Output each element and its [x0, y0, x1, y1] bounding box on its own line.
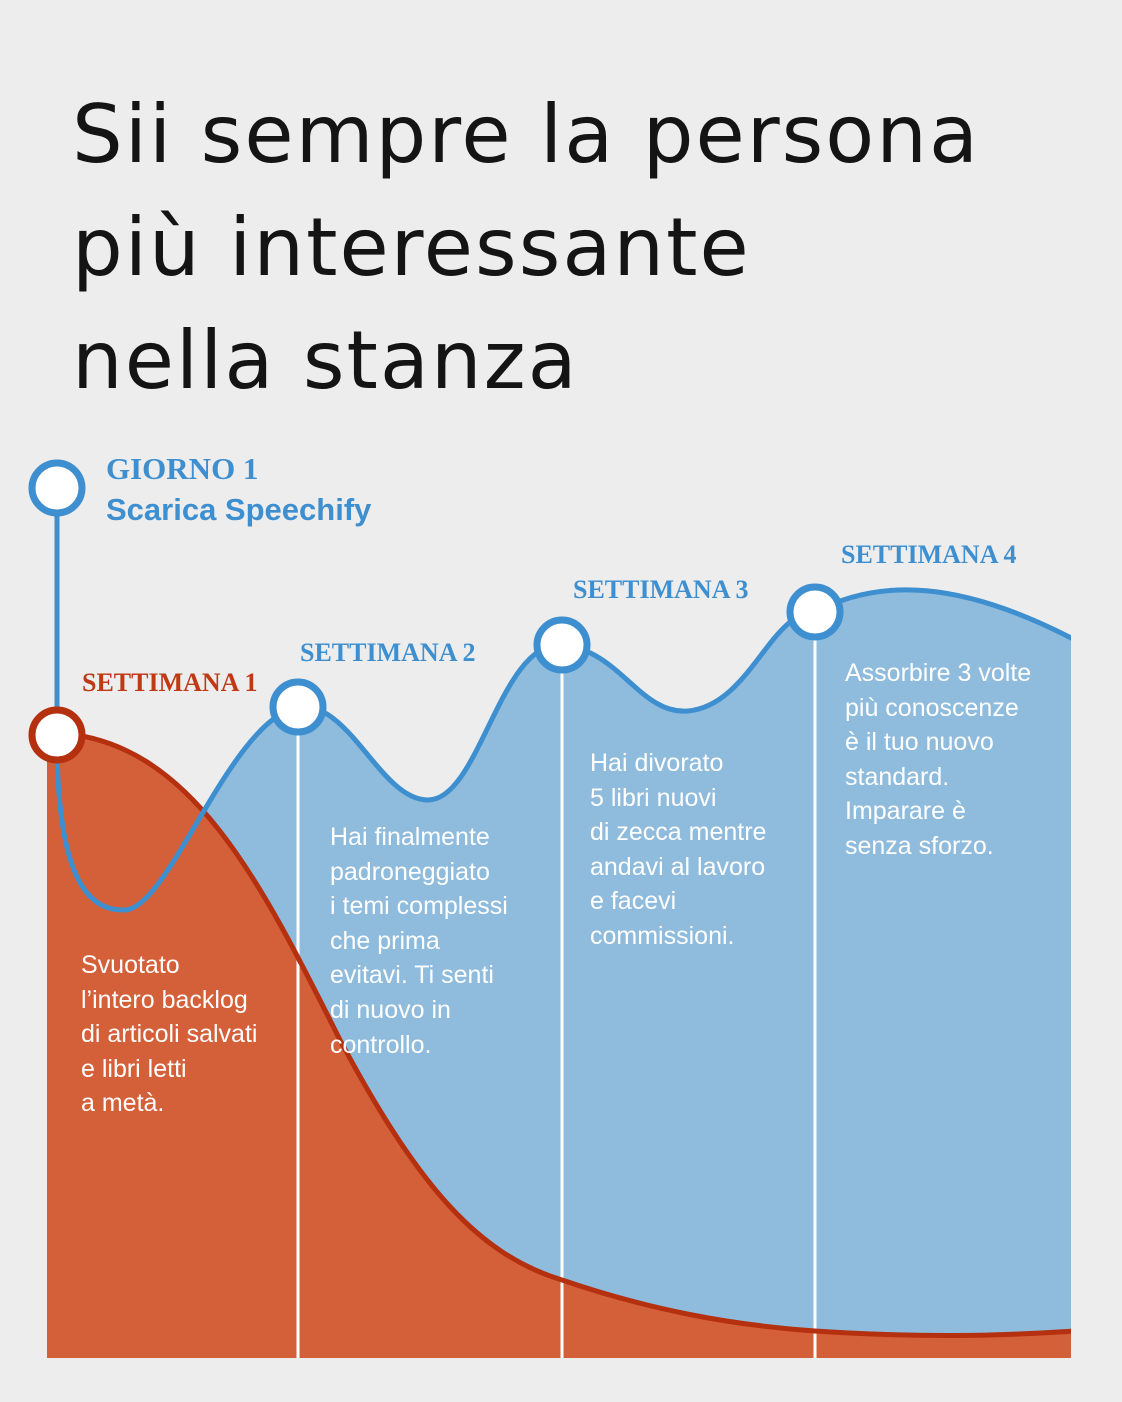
- page-title: Sii sempre la persona più interessante n…: [72, 78, 1092, 417]
- marker-day-1: [28, 459, 86, 517]
- text-week-4: Assorbire 3 volte più conoscenze è il tu…: [845, 659, 1032, 860]
- text-week-2: Hai finalmente padroneggiato i temi comp…: [330, 823, 508, 1059]
- label-week-2: SETTIMANA 2: [300, 638, 476, 667]
- red-curve: [56, 730, 1071, 1339]
- marker-week-2: [269, 678, 327, 736]
- label-week-1: SETTIMANA 1: [82, 668, 258, 697]
- title-line-1: Sii sempre la persona: [72, 88, 980, 181]
- label-week-3: SETTIMANA 3: [573, 575, 749, 604]
- text-week-1: Svuotato l’intero backlog di articoli sa…: [81, 951, 258, 1118]
- text-week-3: Hai divorato 5 libri nuovi di zecca ment…: [590, 749, 767, 950]
- subtitle-day-1: Scarica Speechify: [106, 492, 372, 527]
- title-line-3: nella stanza: [72, 314, 579, 407]
- marker-week-1: [28, 706, 86, 764]
- marker-week-4: [786, 583, 844, 641]
- red-area: [47, 733, 1071, 1358]
- label-day-1: GIORNO 1: [106, 451, 259, 486]
- label-week-4: SETTIMANA 4: [841, 540, 1017, 569]
- title-line-2: più interessante: [72, 201, 751, 294]
- marker-week-3: [533, 616, 591, 674]
